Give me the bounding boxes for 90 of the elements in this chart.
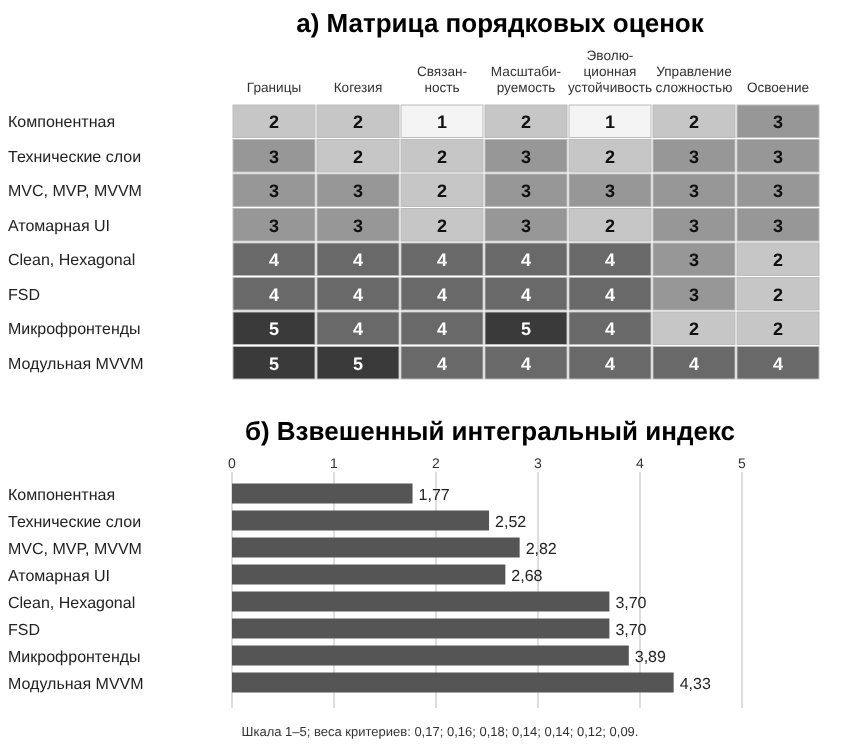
data-label: 2 [604,215,616,236]
data-label: 2 [688,112,700,133]
chart-title: б) Взвешенный интегральный индекс [244,416,736,446]
data-label: 2 [436,181,448,202]
data-label: 3 [520,215,532,236]
data-label: 5 [268,319,280,340]
y-tick-label: Компонентная [8,113,116,132]
bar [232,510,490,531]
data-label: 3 [520,181,532,202]
data-label: 2 [772,250,784,271]
data-label: 2 [772,284,784,305]
data-label: 2 [352,112,364,133]
data-label: 2 [520,112,532,133]
data-label: 3 [772,215,784,236]
data-label: 1 [436,112,448,133]
data-label: 2,82 [525,539,558,558]
data-label: 3 [268,146,280,167]
data-label: 4 [352,319,364,340]
data-label: 4 [604,250,616,271]
data-label: 4 [268,284,280,305]
y-tick-label: Микрофронтенды [8,320,142,339]
data-label: 4 [268,250,280,271]
data-label: 4 [436,284,448,305]
data-label: 4 [688,353,700,374]
data-label: 3 [688,146,700,167]
data-label: 4 [520,284,532,305]
data-label: 2 [268,112,280,133]
data-label: 3 [688,215,700,236]
chart-title: а) Матрица порядковых оценок [296,8,705,38]
data-label: 3 [352,181,364,202]
data-label: 3,89 [634,647,668,666]
data-label: 2 [772,319,784,340]
y-tick-label: FSD [8,620,41,639]
y-tick-label: Модульная MVVM [8,354,145,373]
y-tick-label: Микрофронтенды [8,647,142,666]
y-tick-label: Модульная MVVM [8,674,145,693]
data-label: 2 [604,146,616,167]
data-label: 3 [688,181,700,202]
data-label: 4 [436,319,448,340]
data-label: 1 [604,112,616,133]
y-tick-label: Технические слои [8,147,142,166]
data-label: 3,70 [615,593,648,612]
y-tick-label: FSD [8,285,41,304]
data-label: 5 [352,353,364,374]
y-tick-label: MVC, MVP, MVVM [8,182,143,201]
data-label: 4 [520,353,532,374]
data-label: 4 [352,284,364,305]
bar [232,645,629,666]
data-label: 3 [688,284,700,305]
data-label: 3 [520,146,532,167]
data-label: 4 [772,353,784,374]
data-label: 3 [772,146,784,167]
y-tick-label: Компонентная [8,485,116,504]
data-label: 4 [352,250,364,271]
y-tick-label: Атомарная UI [8,566,111,585]
data-label: 3 [352,215,364,236]
data-label: 2 [436,215,448,236]
data-label: 3 [268,215,280,236]
data-label: 3,70 [615,620,648,639]
data-label: 4 [604,319,616,340]
data-label: 3 [604,181,616,202]
data-label: 3 [772,181,784,202]
bar [232,672,674,693]
bar [232,483,413,504]
data-label: 4,33 [679,674,712,693]
y-tick-label: Clean, Hexagonal [8,251,136,270]
data-label: 3 [772,112,784,133]
y-tick-label: MVC, MVP, MVVM [8,539,143,558]
data-label: 2 [352,146,364,167]
data-label: 3 [688,250,700,271]
bar [232,564,506,585]
y-tick-label: Clean, Hexagonal [8,593,136,612]
data-label: 1,77 [418,485,451,504]
data-label: 2,68 [511,566,544,585]
bar [232,591,610,612]
bar [232,618,610,639]
data-label: 4 [604,353,616,374]
data-label: 5 [268,353,280,374]
data-label: 4 [604,284,616,305]
y-tick-label: Технические слои [8,512,142,531]
data-label: 4 [436,353,448,374]
data-label: 4 [520,250,532,271]
data-label: 3 [268,181,280,202]
data-label: 5 [520,319,532,340]
data-label: 2 [688,319,700,340]
data-label: 4 [436,250,448,271]
bar [232,537,520,558]
y-tick-label: Атомарная UI [8,216,111,235]
data-label: 2,52 [495,512,528,531]
data-label: 2 [436,146,448,167]
